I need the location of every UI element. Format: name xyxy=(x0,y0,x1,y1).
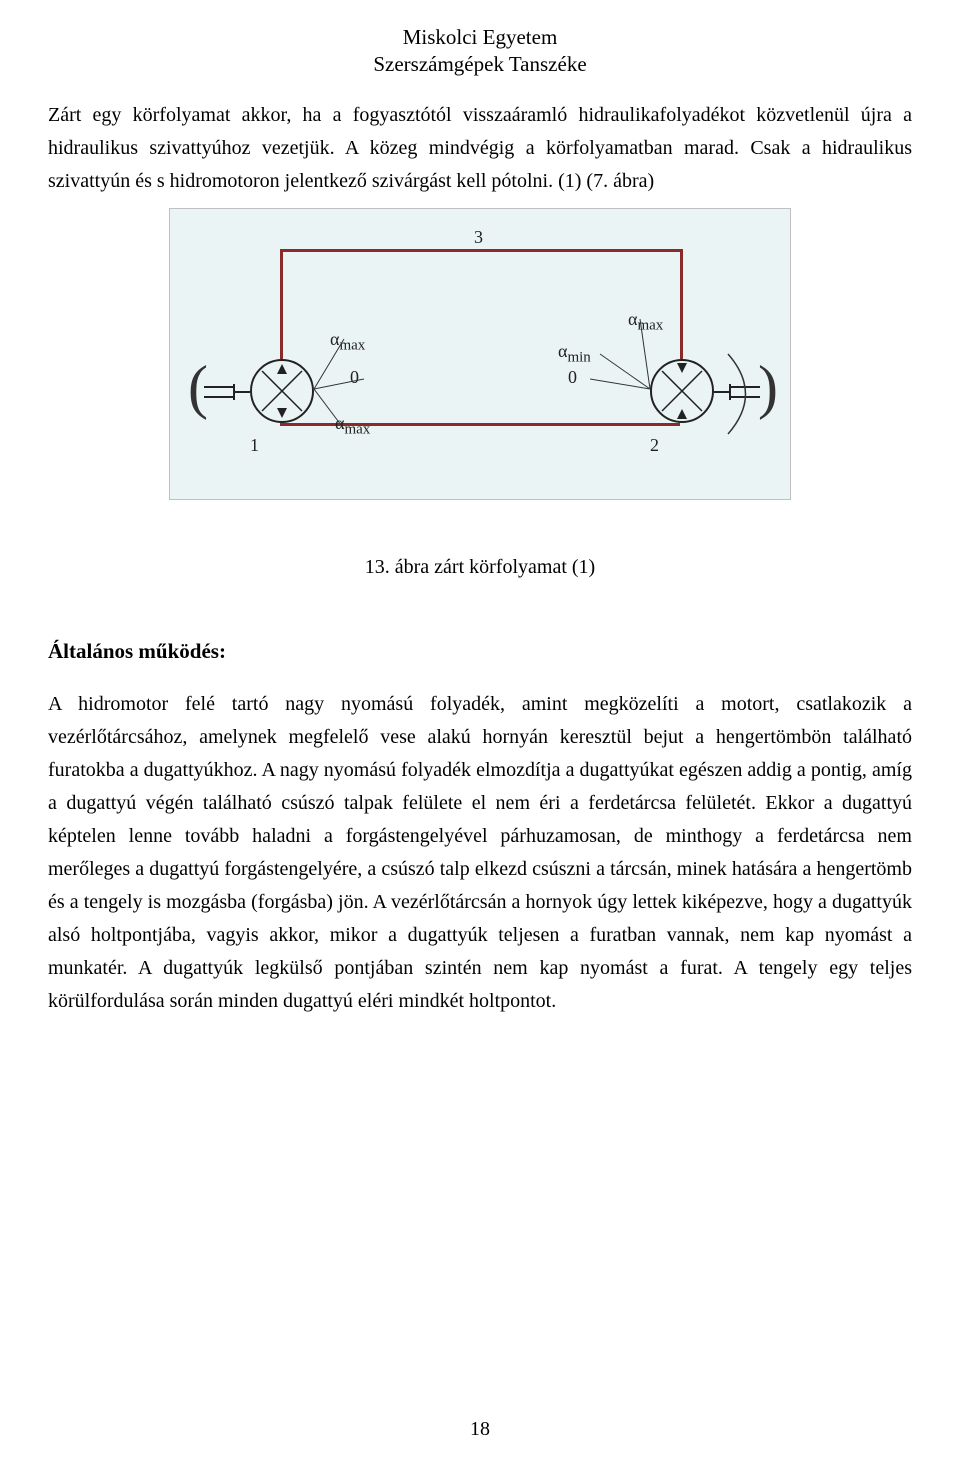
page: Miskolci Egyetem Szerszámgépek Tanszéke … xyxy=(0,0,960,1468)
shaft-left-icon xyxy=(204,384,250,400)
circuit-line-right-down xyxy=(680,249,683,359)
body-paragraph: A hidromotor felé tartó nagy nyomású fol… xyxy=(48,688,912,1018)
label-right-2: 2 xyxy=(650,431,659,461)
figure-wrap: 3 xyxy=(48,208,912,511)
arc-right-icon xyxy=(718,349,768,439)
closed-circuit-figure: 3 xyxy=(169,208,791,500)
header-line-2: Szerszámgépek Tanszéke xyxy=(48,51,912,78)
figure-caption: 13. ábra zárt körfolyamat (1) xyxy=(48,551,912,584)
swing-right-icon xyxy=(590,309,670,429)
circuit-line-left-down xyxy=(280,249,283,359)
section-title: Általános működés: xyxy=(48,634,912,669)
page-number: 18 xyxy=(0,1413,960,1446)
label-left-1: 1 xyxy=(250,431,259,461)
swing-left-icon xyxy=(314,329,394,449)
pump-left-icon xyxy=(250,359,314,423)
label-center-zero: 0 xyxy=(568,363,577,393)
label-top-3: 3 xyxy=(474,223,483,253)
intro-paragraph: Zárt egy körfolyamat akkor, ha a fogyasz… xyxy=(48,99,912,198)
header-line-1: Miskolci Egyetem xyxy=(48,24,912,51)
page-header: Miskolci Egyetem Szerszámgépek Tanszéke xyxy=(48,24,912,79)
